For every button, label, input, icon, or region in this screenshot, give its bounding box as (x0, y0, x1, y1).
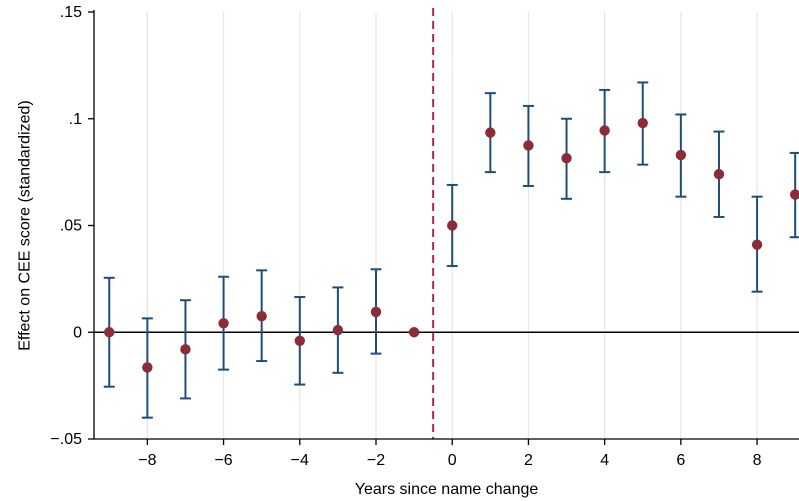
y-tick-label: .1 (69, 111, 82, 128)
coefficient-point (218, 318, 229, 329)
x-tick-label: 0 (448, 452, 457, 469)
y-tick-label: .05 (60, 218, 82, 235)
x-tick-label: −8 (138, 452, 156, 469)
coefficient-point (751, 239, 763, 250)
coefficient-point (561, 153, 572, 164)
coefficient-point (256, 311, 267, 322)
coefficient-points (104, 117, 799, 373)
coefficient-point (523, 140, 534, 151)
coefficient-point (142, 362, 153, 373)
x-axis-title: Years since name change (355, 481, 539, 498)
axes (93, 10, 799, 440)
y-tick-label: 0 (73, 324, 82, 341)
y-axis-title: Effect on CEE score (standardized) (17, 100, 34, 351)
coefficient-point (104, 327, 115, 338)
x-tick-label: −6 (214, 452, 232, 469)
x-tick-label: −4 (291, 452, 309, 469)
confidence-intervals (103, 81, 799, 419)
x-tick-label: 4 (600, 452, 609, 469)
y-tick-label: .15 (60, 4, 82, 21)
coefficient-point (485, 127, 496, 138)
coefficient-point (599, 125, 610, 136)
x-tick-label: −2 (367, 452, 385, 469)
coefficient-point (675, 149, 687, 161)
coefficient-point (294, 335, 305, 346)
coefficient-point (447, 220, 458, 231)
x-tick-label: 8 (753, 452, 762, 469)
x-tick-label: 6 (676, 452, 685, 469)
x-axis-ticks: −8 −6 −4 −2 0 2 4 6 8 (138, 439, 762, 469)
coefficient-point (637, 117, 648, 129)
y-axis-ticks: −.05 0 .05 .1 .15 (50, 4, 94, 448)
coefficient-point (789, 189, 799, 200)
coefficient-point (370, 306, 382, 318)
x-tick-label: 2 (524, 452, 533, 469)
coefficient-point (408, 327, 420, 338)
coefficient-point (180, 344, 191, 355)
y-tick-label: −.05 (50, 431, 82, 448)
coefficient-point (713, 169, 725, 180)
reference-lines (94, 8, 799, 439)
coefficient-point (332, 324, 344, 336)
